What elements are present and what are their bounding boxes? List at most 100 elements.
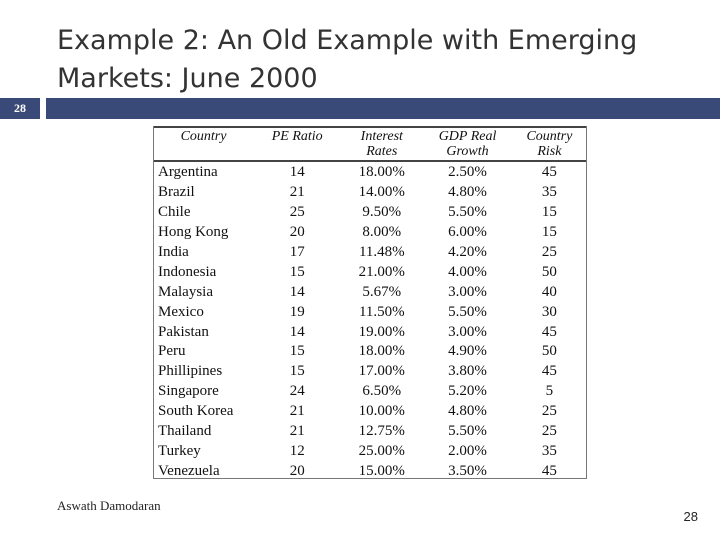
- cell-interest-rate: 18.00%: [358, 343, 405, 360]
- cell-pe-ratio: 12: [289, 442, 305, 459]
- slide-title-line-1: Example 2: An Old Example with Emerging: [57, 25, 638, 56]
- cell-country: Phillipines: [158, 363, 223, 380]
- header-interest-rates: Interest Rates: [341, 126, 423, 162]
- cell-gdp-growth: 4.20%: [448, 244, 487, 260]
- cell-country: Mexico: [158, 303, 204, 320]
- header-interest-rates-line-1: Interest: [360, 129, 403, 144]
- slide-title: Example 2: An Old Example with Emerging …: [57, 22, 677, 98]
- table-row: Argentina 14 18.00% 2.50% 45: [154, 161, 586, 183]
- header-country-risk-line-2: Risk: [537, 144, 562, 159]
- header-band: [46, 98, 720, 119]
- cell-country: Brazil: [158, 184, 195, 201]
- cell-pe-ratio: 20: [289, 462, 305, 479]
- table-header: Country PE Ratio Interest Rates GDP Real…: [154, 126, 586, 162]
- table-row: Venezuela 20 15.00% 3.50% 45: [154, 461, 586, 481]
- cell-country-risk: 5: [545, 383, 554, 400]
- table-row: South Korea 21 10.00% 4.80% 25: [154, 402, 586, 422]
- cell-interest-rate: 11.50%: [358, 303, 405, 320]
- cell-country: Pakistan: [158, 323, 209, 340]
- cell-interest-rate: 9.50%: [362, 204, 402, 221]
- cell-pe-ratio: 20: [289, 224, 305, 241]
- cell-country-risk: 40: [541, 283, 557, 300]
- table-row: India 17 11.48% 4.20% 25: [154, 243, 586, 263]
- slide-number-badge: 28: [0, 98, 40, 119]
- table-row: Malaysia 14 5.67% 3.00% 40: [154, 282, 586, 302]
- cell-gdp-growth: 3.80%: [448, 363, 487, 380]
- table-row: Hong Kong 20 8.00% 6.00% 15: [154, 223, 586, 243]
- cell-interest-rate: 11.48%: [358, 244, 405, 260]
- cell-country-risk: 45: [541, 363, 557, 380]
- cell-country: Malaysia: [158, 283, 213, 300]
- cell-pe-ratio: 15: [289, 363, 305, 380]
- cell-country-risk: 25: [541, 244, 557, 260]
- cell-country: Chile: [158, 204, 191, 221]
- cell-interest-rate: 21.00%: [358, 263, 405, 280]
- cell-country-risk: 50: [541, 343, 557, 360]
- table-body: Argentina 14 18.00% 2.50% 45 Brazil 21 14.00% 4.…: [154, 161, 586, 481]
- cell-pe-ratio: 24: [289, 383, 305, 400]
- cell-gdp-growth: 5.50%: [448, 303, 487, 320]
- cell-pe-ratio: 17: [289, 244, 305, 260]
- cell-gdp-growth: 6.00%: [448, 224, 487, 241]
- cell-interest-rate: 25.00%: [358, 442, 405, 459]
- cell-country: Turkey: [158, 442, 201, 459]
- table-row: Singapore 24 6.50% 5.20% 5: [154, 382, 586, 402]
- cell-gdp-growth: 3.00%: [448, 283, 487, 300]
- header-interest-rates-line-2: Rates: [366, 144, 398, 159]
- header-gdp-growth: GDP Real Growth: [422, 126, 513, 162]
- cell-country: Indonesia: [158, 263, 217, 280]
- table-row: Pakistan 14 19.00% 3.00% 45: [154, 322, 586, 342]
- header-row: Country PE Ratio Interest Rates GDP Real…: [154, 126, 586, 162]
- cell-gdp-growth: 5.50%: [448, 423, 487, 440]
- header-country-risk-line-1: Country: [526, 129, 573, 144]
- cell-country-risk: 15: [541, 204, 557, 221]
- header-gdp-growth-line-2: Growth: [446, 144, 489, 159]
- cell-interest-rate: 17.00%: [358, 363, 405, 380]
- cell-interest-rate: 6.50%: [362, 383, 402, 400]
- cell-pe-ratio: 21: [289, 184, 305, 201]
- cell-pe-ratio: 14: [289, 164, 305, 181]
- slide-title-line-2: Markets: June 2000: [57, 63, 318, 94]
- cell-country-risk: 35: [541, 442, 557, 459]
- cell-pe-ratio: 14: [289, 283, 305, 300]
- cell-pe-ratio: 25: [289, 204, 305, 221]
- table-row: Brazil 21 14.00% 4.80% 35: [154, 183, 586, 203]
- cell-gdp-growth: 2.00%: [448, 442, 487, 459]
- table: Country PE Ratio Interest Rates GDP Real…: [154, 126, 586, 481]
- cell-country: South Korea: [158, 403, 234, 420]
- cell-pe-ratio: 15: [289, 263, 305, 280]
- cell-gdp-growth: 4.80%: [448, 403, 487, 420]
- cell-country-risk: 45: [541, 164, 557, 181]
- cell-gdp-growth: 4.00%: [448, 263, 487, 280]
- cell-interest-rate: 15.00%: [358, 462, 405, 479]
- cell-pe-ratio: 21: [289, 403, 305, 420]
- cell-country: Thailand: [158, 423, 212, 440]
- cell-country: India: [158, 244, 189, 260]
- cell-pe-ratio: 14: [289, 323, 305, 340]
- table-row: Peru 15 18.00% 4.90% 50: [154, 342, 586, 362]
- cell-pe-ratio: 19: [289, 303, 305, 320]
- cell-interest-rate: 18.00%: [358, 164, 405, 181]
- footer-author: Aswath Damodaran: [57, 498, 161, 513]
- cell-gdp-growth: 3.00%: [448, 323, 487, 340]
- header-gdp-growth-line-1: GDP Real: [438, 129, 497, 144]
- cell-interest-rate: 8.00%: [362, 224, 402, 241]
- footer-page-number: 28: [683, 509, 698, 524]
- cell-country-risk: 30: [541, 303, 557, 320]
- cell-country-risk: 25: [541, 403, 557, 420]
- cell-country-risk: 15: [541, 224, 557, 241]
- cell-gdp-growth: 2.50%: [448, 164, 487, 181]
- table-row: Thailand 21 12.75% 5.50% 25: [154, 422, 586, 442]
- cell-gdp-growth: 5.20%: [448, 383, 487, 400]
- cell-country: Venezuela: [158, 462, 220, 479]
- table-row: Indonesia 15 21.00% 4.00% 50: [154, 262, 586, 282]
- cell-country: Singapore: [158, 383, 219, 400]
- header-pe-ratio: PE Ratio: [253, 126, 342, 162]
- cell-gdp-growth: 4.90%: [448, 343, 487, 360]
- cell-interest-rate: 5.67%: [362, 283, 402, 300]
- header-country-risk: Country Risk: [512, 126, 586, 162]
- cell-gdp-growth: 3.50%: [448, 462, 487, 479]
- cell-country-risk: 25: [541, 423, 557, 440]
- cell-country: Hong Kong: [158, 224, 229, 241]
- cell-country: Argentina: [158, 164, 218, 181]
